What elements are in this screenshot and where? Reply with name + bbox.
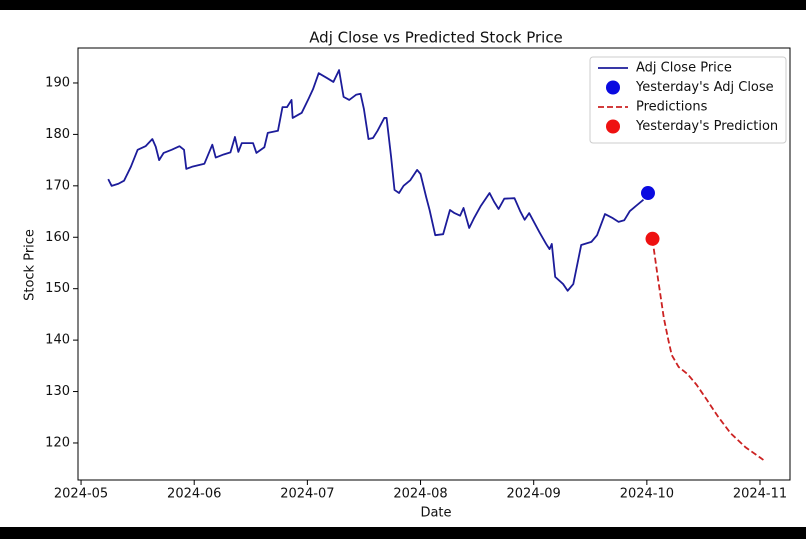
y-axis-label: Stock Price bbox=[23, 229, 38, 301]
y-tick-label: 130 bbox=[45, 384, 70, 399]
legend-box bbox=[589, 56, 787, 144]
plot-frame bbox=[77, 47, 791, 481]
legend-label: Yesterday's Adj Close bbox=[635, 80, 774, 95]
legend: Adj Close Price Yesterday's Adj Close Pred… bbox=[589, 56, 787, 144]
x-tick-label: 2024-09 bbox=[507, 487, 561, 502]
legend-label: Adj Close Price bbox=[636, 61, 732, 76]
y-tick-label: 180 bbox=[45, 127, 70, 142]
y-tick-label: 160 bbox=[45, 230, 70, 245]
marker bbox=[645, 231, 660, 246]
legend-label: Predictions bbox=[636, 100, 708, 115]
y-tick-label: 190 bbox=[45, 75, 70, 90]
y-tick-label: 140 bbox=[45, 333, 70, 348]
legend-marker bbox=[606, 80, 620, 95]
x-tick-label: 2024-08 bbox=[393, 487, 447, 502]
chart-title: Adj Close vs Predicted Stock Price bbox=[309, 29, 563, 47]
x-tick-label: 2024-11 bbox=[733, 487, 787, 502]
x-axis-label: Date bbox=[420, 506, 451, 521]
x-tick-label: 2024-10 bbox=[620, 487, 674, 502]
x-tick-label: 2024-07 bbox=[280, 487, 334, 502]
x-tick-label: 2024-05 bbox=[54, 487, 108, 502]
data-line bbox=[107, 69, 645, 292]
y-tick-label: 120 bbox=[45, 435, 70, 450]
legend-marker bbox=[606, 119, 620, 134]
y-tick-label: 170 bbox=[45, 178, 70, 193]
y-tick-label: 150 bbox=[45, 281, 70, 296]
legend-label: Yesterday's Prediction bbox=[635, 119, 778, 134]
marker bbox=[640, 186, 655, 201]
x-tick-label: 2024-06 bbox=[167, 487, 221, 502]
